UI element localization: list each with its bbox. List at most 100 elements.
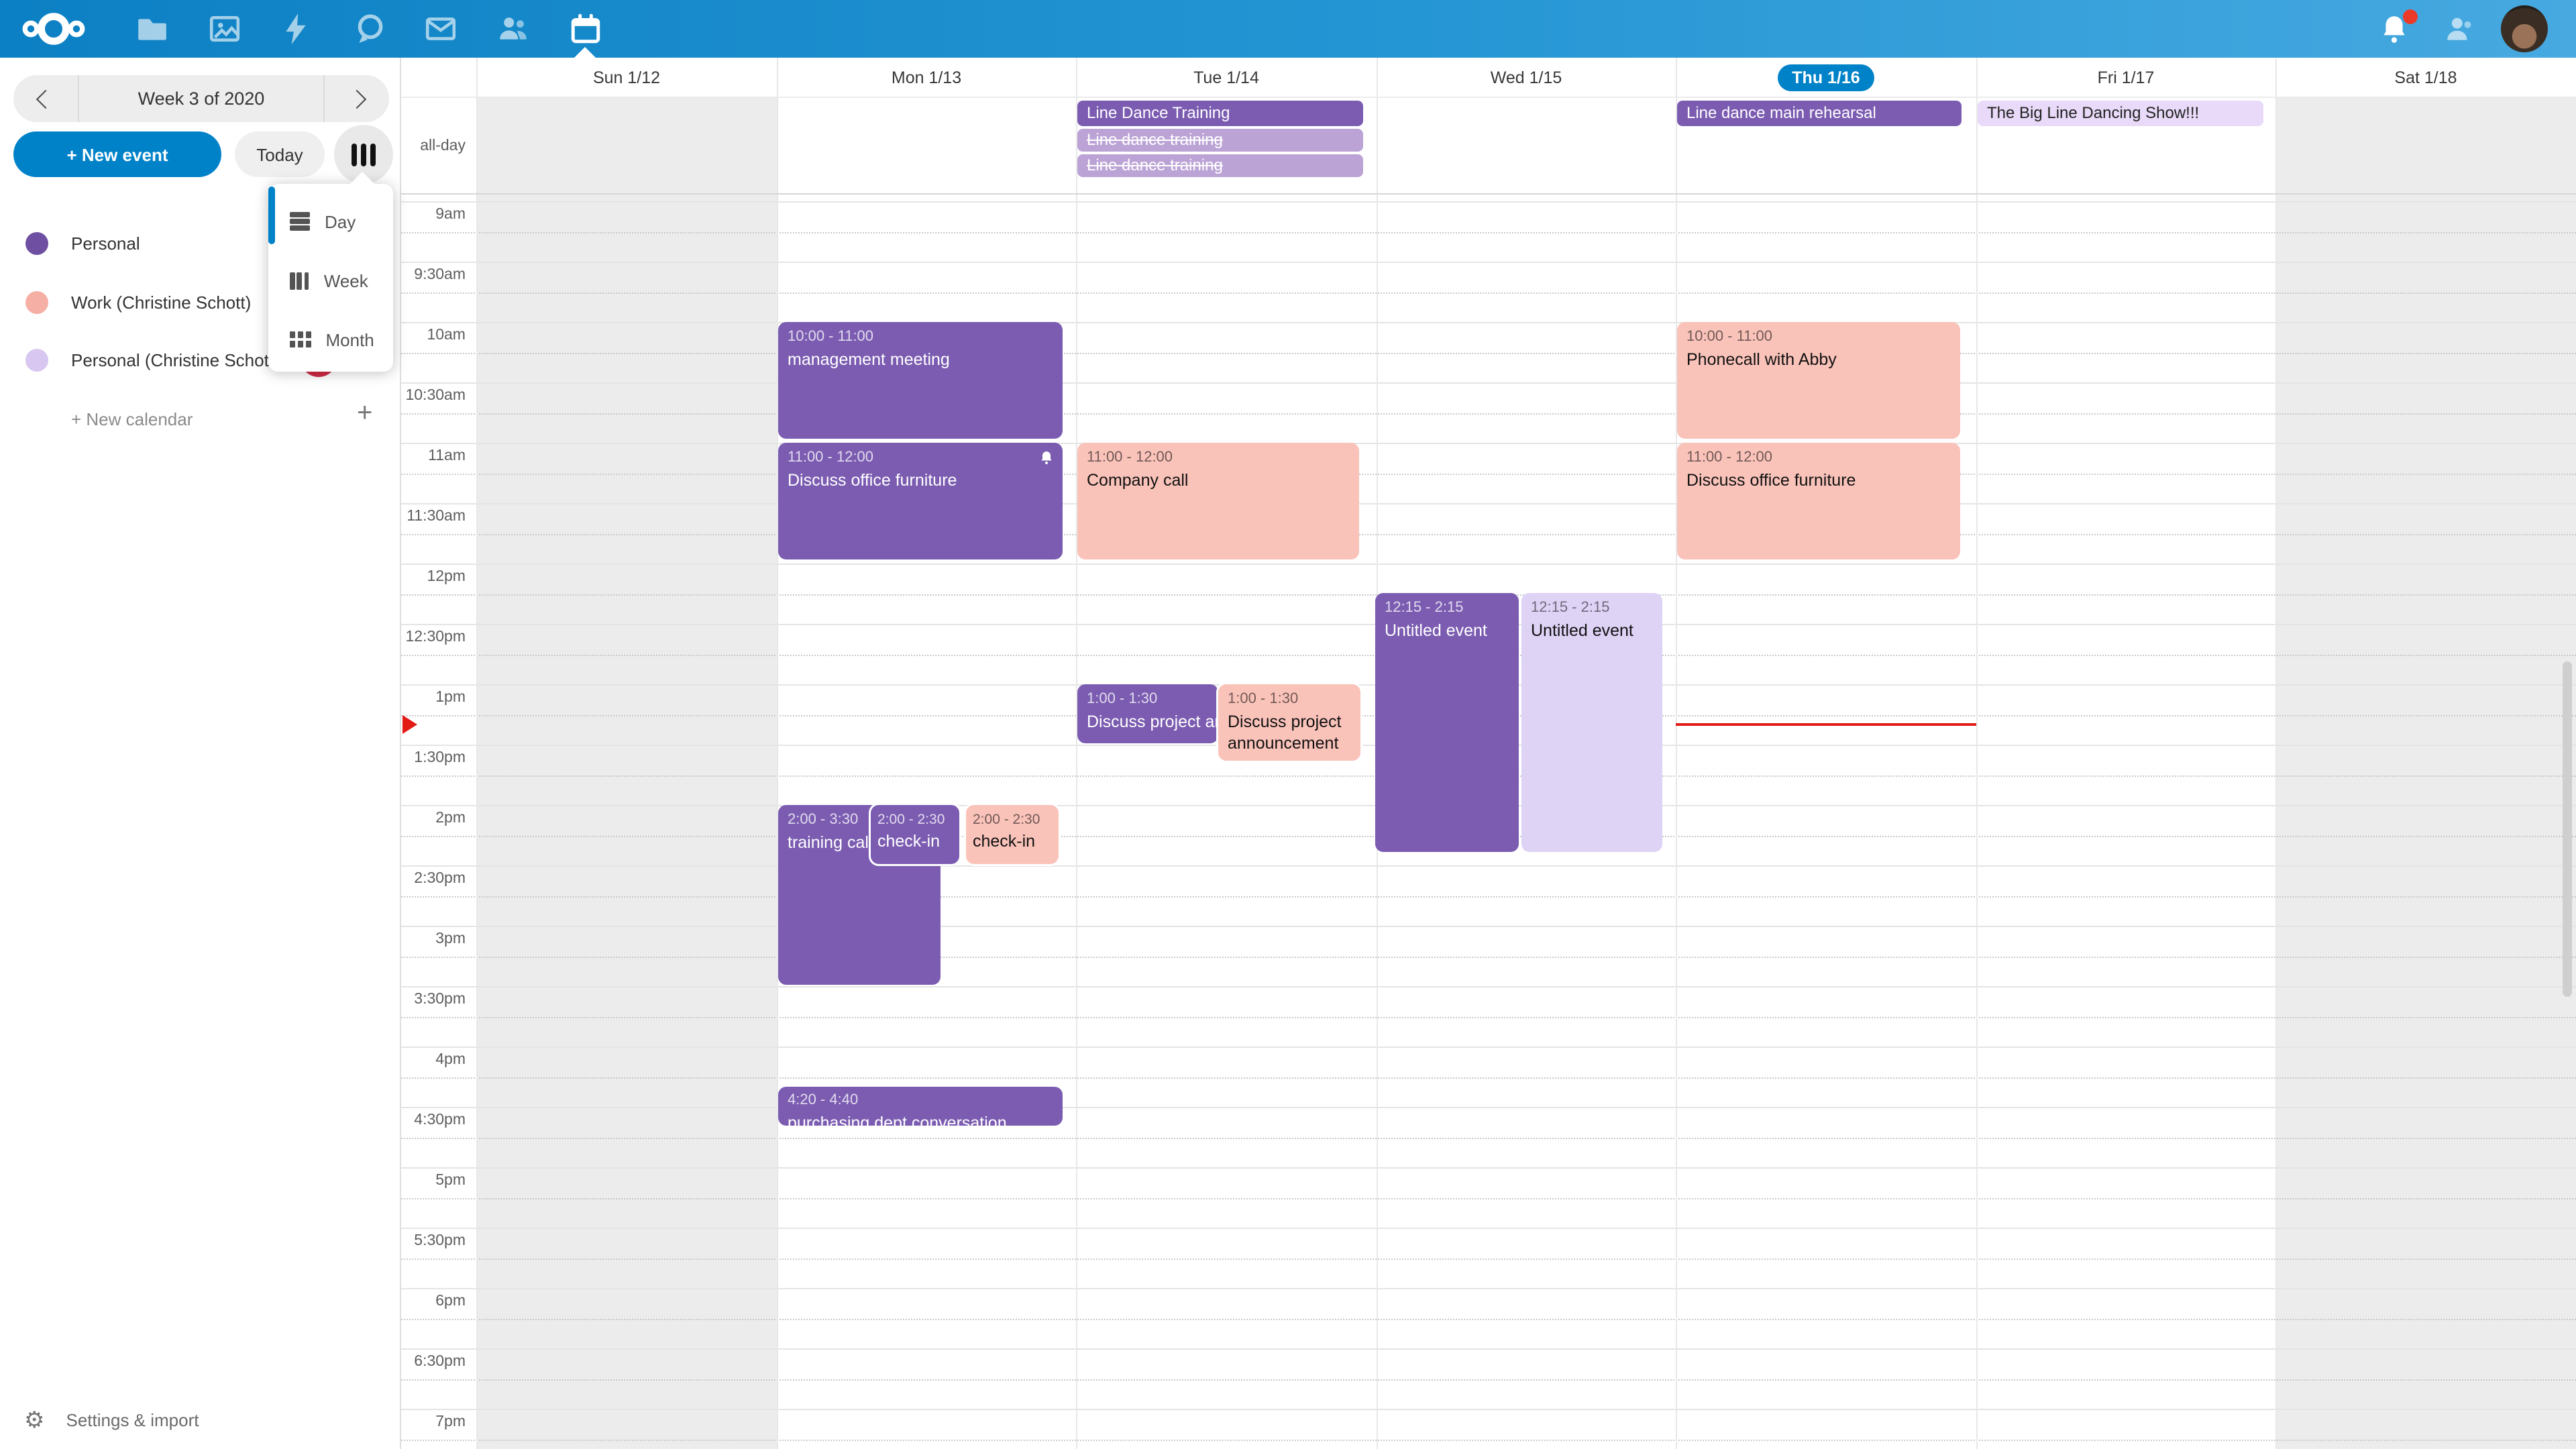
bell-icon[interactable] (2377, 12, 2411, 46)
allday-event-cancelled[interactable]: Line dance training (1077, 154, 1363, 177)
grid-line-dotted (401, 1258, 2576, 1259)
grid-line (401, 564, 2576, 565)
today-button[interactable]: Today (235, 131, 325, 177)
time-label: 12:30pm (405, 629, 466, 645)
allday-event[interactable]: Line Dance Training (1077, 101, 1363, 126)
grid-line (401, 201, 2576, 203)
menu-item-label: Day (325, 211, 356, 231)
calendar-list-item-personal-christine[interactable]: Personal (Christine Schott) (0, 335, 401, 384)
event-purchasing-dept-conversation[interactable]: 4:20 - 4:40 purchasing dept conversation (778, 1087, 1063, 1126)
event-time: 1:00 - 1:30 (1228, 691, 1299, 707)
event-untitled-lavender[interactable]: 12:15 - 2:15 Untitled event (1521, 593, 1662, 852)
event-title: Phonecall with Abby (1686, 350, 1837, 369)
weekend-shading-sunday (476, 97, 777, 1449)
event-management-meeting[interactable]: 10:00 - 11:00 management meeting (778, 322, 1063, 439)
mail-icon[interactable] (424, 12, 458, 46)
new-calendar-row[interactable]: + New calendar (0, 394, 401, 443)
header-divider (401, 97, 2576, 98)
plus-icon[interactable]: + (357, 398, 373, 428)
previous-week-button[interactable] (13, 75, 79, 122)
contacts-menu-icon[interactable] (2443, 12, 2477, 46)
menu-item-day[interactable]: Day (268, 192, 393, 251)
menu-item-week[interactable]: Week (268, 251, 393, 310)
chevron-right-icon (347, 89, 367, 109)
grid-line (401, 503, 2576, 504)
grid-line (401, 382, 2576, 384)
gear-icon: ⚙ (24, 1407, 45, 1432)
event-company-call[interactable]: 11:00 - 12:00 Company call (1077, 443, 1359, 559)
calendar-color-dot (25, 231, 48, 254)
event-time: 2:00 - 2:30 (877, 812, 945, 828)
user-avatar[interactable] (2501, 5, 2548, 52)
event-title: Company call (1087, 470, 1189, 490)
day-header-label: Fri 1/17 (2097, 68, 2155, 87)
time-label: 11:30am (407, 508, 466, 525)
event-discuss-office-furniture-thu[interactable]: 11:00 - 12:00 Discuss office furniture (1677, 443, 1960, 559)
time-label: 12pm (427, 569, 466, 585)
time-label: 1:30pm (414, 750, 466, 766)
event-check-in-salmon[interactable]: 2:00 - 2:30 check-in (966, 805, 1059, 864)
grid-line (401, 1167, 2576, 1169)
new-calendar-label: + New calendar (71, 409, 193, 429)
talk-icon[interactable] (353, 12, 386, 46)
calendar-icon[interactable] (569, 12, 602, 46)
grid-line (401, 1228, 2576, 1229)
day-header-thu-today[interactable]: Thu 1/16 (1676, 58, 1976, 97)
week-label[interactable]: Week 3 of 2020 (138, 89, 265, 109)
contacts-icon[interactable] (496, 12, 530, 46)
day-header-tue[interactable]: Tue 1/14 (1076, 58, 1377, 97)
event-untitled-purple[interactable]: 12:15 - 2:15 Untitled event (1375, 593, 1519, 852)
day-header-mon[interactable]: Mon 1/13 (777, 58, 1076, 97)
column-line (1676, 58, 1677, 1449)
event-discuss-project-salmon[interactable]: 1:00 - 1:30 Discuss project announcement (1218, 684, 1360, 761)
vertical-scrollbar[interactable] (2563, 661, 2572, 997)
allday-event[interactable]: Line dance main rehearsal (1677, 101, 1962, 126)
time-label: 5:30pm (414, 1233, 466, 1249)
menu-item-month[interactable]: Month (268, 310, 393, 369)
day-header-label: Sat 1/18 (2394, 68, 2457, 87)
allday-event[interactable]: The Big Line Dancing Show!!! (1978, 101, 2263, 126)
time-label: 9:30am (414, 267, 466, 283)
grid-line (401, 443, 2576, 444)
event-time: 11:00 - 12:00 (788, 449, 874, 466)
photos-icon[interactable] (208, 12, 241, 46)
activity-icon[interactable] (279, 12, 313, 46)
view-day-icon (290, 212, 310, 231)
time-label: 1pm (435, 690, 466, 706)
event-phonecall-with-abby[interactable]: 10:00 - 11:00 Phonecall with Abby (1677, 322, 1960, 439)
event-title: check-in (877, 832, 941, 851)
day-header-sun[interactable]: Sun 1/12 (476, 58, 777, 97)
next-week-button[interactable] (323, 75, 389, 122)
event-time: 2:00 - 2:30 (973, 812, 1040, 828)
time-label: 6pm (435, 1293, 466, 1309)
active-app-indicator (574, 47, 596, 58)
calendar-list-item-work-christine[interactable]: Work (Christine Schott) (0, 278, 401, 326)
grid-line (401, 1409, 2576, 1410)
view-switcher-menu: Day Week Month (268, 172, 393, 372)
event-discuss-office-furniture-mon[interactable]: 11:00 - 12:00 Discuss office furniture (778, 443, 1063, 559)
event-title: Untitled event (1531, 621, 1633, 640)
allday-divider (401, 193, 2576, 195)
new-event-button[interactable]: + New event (13, 131, 221, 177)
day-header-fri[interactable]: Fri 1/17 (1976, 58, 2275, 97)
event-time: 2:00 - 3:30 (788, 812, 859, 828)
settings-import-button[interactable]: ⚙ Settings & import (0, 1395, 401, 1444)
event-title: Discuss office furniture (1686, 470, 1856, 490)
event-time: 10:00 - 11:00 (1686, 329, 1773, 345)
event-discuss-project-purple[interactable]: 1:00 - 1:30 Discuss project announcement (1077, 684, 1218, 743)
current-time-line (1676, 723, 1976, 726)
grid-line (401, 1288, 2576, 1289)
day-header-wed[interactable]: Wed 1/15 (1377, 58, 1676, 97)
event-check-in-purple[interactable]: 2:00 - 2:30 check-in (871, 805, 959, 864)
files-icon[interactable] (136, 12, 169, 46)
day-header-label: Sun 1/12 (592, 68, 661, 87)
calendar-list-item-personal[interactable]: Personal (0, 219, 401, 267)
top-navbar (0, 0, 2576, 58)
time-label: 4pm (435, 1052, 466, 1068)
event-title: check-in (973, 832, 1036, 851)
nextcloud-logo-icon[interactable] (21, 8, 86, 50)
day-header-sat[interactable]: Sat 1/18 (2275, 58, 2576, 97)
view-week-icon (351, 143, 376, 166)
allday-event-cancelled[interactable]: Line dance training (1077, 129, 1363, 152)
